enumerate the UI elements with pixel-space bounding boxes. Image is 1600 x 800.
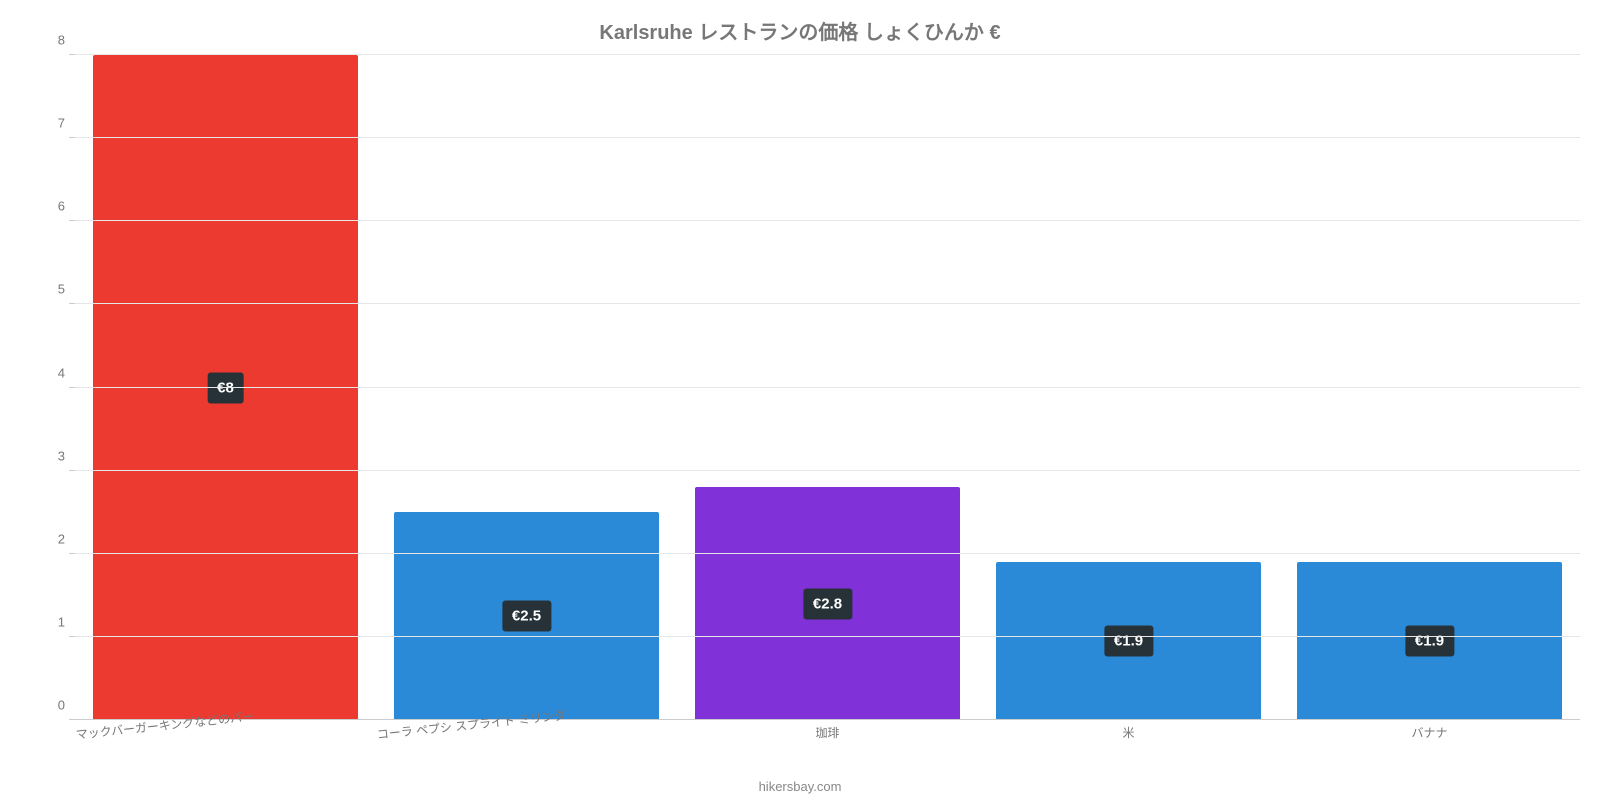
y-tick-mark (69, 470, 75, 471)
y-tick-mark (69, 387, 75, 388)
value-badge: €8 (207, 372, 244, 403)
grid-line (75, 387, 1580, 388)
value-badge: €2.5 (502, 601, 551, 632)
y-tick-label: 6 (58, 199, 75, 214)
x-label-slot: 米 (978, 720, 1279, 760)
bars-container: €8 €2.5 €2.8 €1.9 €1.9 (75, 55, 1580, 720)
grid-line (75, 137, 1580, 138)
y-tick-label: 3 (58, 448, 75, 463)
y-tick-label: 5 (58, 282, 75, 297)
x-label-slot: マックバーガーキングなどのバー (75, 720, 376, 760)
bar: €2.8 (695, 487, 960, 720)
bar: €8 (93, 55, 358, 720)
bar: €1.9 (1297, 562, 1562, 720)
bar-slot: €8 (75, 55, 376, 720)
plot-area: €8€2.5€2.8€1.9€1.9 012345678 (75, 55, 1580, 720)
y-tick-mark (69, 553, 75, 554)
x-axis-labels: マックバーガーキングなどのバーコーラ ペプシ スプライト ミリンダ 珈琲 米 バナナ (75, 720, 1580, 760)
grid-line (75, 220, 1580, 221)
grid-line (75, 54, 1580, 55)
y-tick-mark (69, 636, 75, 637)
x-axis-label: 珈琲 (815, 724, 839, 741)
bar-slot: €1.9 (1279, 55, 1580, 720)
grid-line (75, 470, 1580, 471)
y-tick-label: 4 (58, 365, 75, 380)
y-tick-mark (69, 220, 75, 221)
x-label-slot: コーラ ペプシ スプライト ミリンダ (376, 720, 677, 760)
value-badge: €2.8 (803, 588, 852, 619)
x-axis-label: 米 (1122, 724, 1134, 741)
y-tick-label: 7 (58, 116, 75, 131)
grid-line (75, 553, 1580, 554)
y-tick-label: 2 (58, 531, 75, 546)
grid-line (75, 303, 1580, 304)
y-tick-mark (69, 303, 75, 304)
grid-line (75, 636, 1580, 637)
x-label-slot: 珈琲 (677, 720, 978, 760)
bar-slot: €1.9 (978, 55, 1279, 720)
bar-slot: €2.5 (376, 55, 677, 720)
bar: €1.9 (996, 562, 1261, 720)
chart-title: Karlsruhe レストランの価格 しょくひんか € (20, 16, 1580, 45)
y-tick-label: 1 (58, 614, 75, 629)
y-tick-label: 0 (58, 698, 75, 713)
price-chart: Karlsruhe レストランの価格 しょくひんか € €8 €2.5 €2.8 €1… (0, 0, 1600, 800)
attribution-text: hikersbay.com (0, 779, 1600, 794)
y-tick-mark (69, 54, 75, 55)
y-tick-label: 8 (58, 33, 75, 48)
value-badge: €1.9 (1405, 626, 1454, 657)
x-label-slot: バナナ (1279, 720, 1580, 760)
value-badge: €1.9 (1104, 626, 1153, 657)
bar: €2.5 (394, 512, 659, 720)
y-tick-mark (69, 137, 75, 138)
bar-slot: €2.8 (677, 55, 978, 720)
x-axis-label: バナナ (1411, 724, 1447, 741)
